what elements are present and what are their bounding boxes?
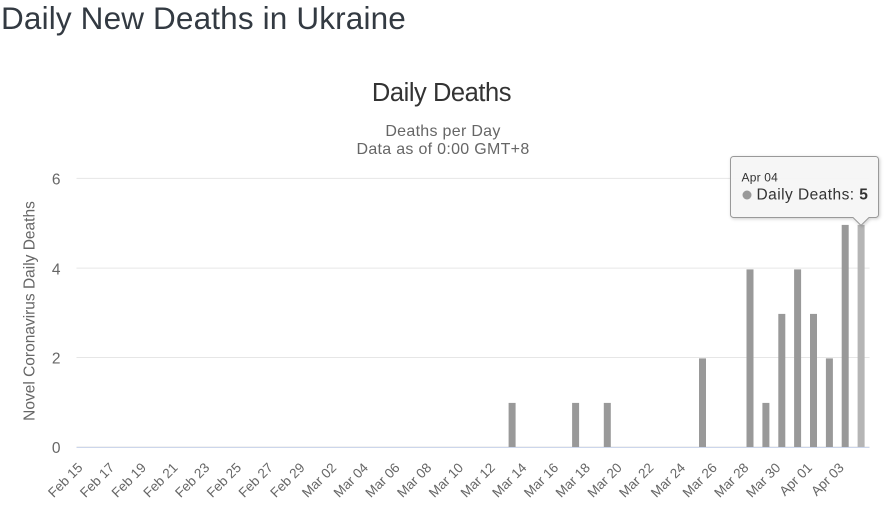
svg-text:Daily Deaths: 5: Daily Deaths: 5 (757, 186, 869, 203)
svg-text:Data as of 0:00 GMT+8: Data as of 0:00 GMT+8 (356, 141, 529, 158)
svg-text:4: 4 (52, 261, 61, 278)
svg-text:Novel Coronavirus Daily Deaths: Novel Coronavirus Daily Deaths (22, 201, 39, 421)
svg-text:2: 2 (52, 351, 61, 368)
svg-text:Apr 04: Apr 04 (742, 170, 779, 184)
svg-text:0: 0 (52, 440, 61, 457)
svg-text:Deaths per Day: Deaths per Day (385, 123, 500, 140)
svg-text:Daily Deaths: Daily Deaths (372, 79, 511, 107)
svg-text:Daily New Deaths in Ukraine: Daily New Deaths in Ukraine (1, 0, 406, 36)
svg-text:6: 6 (52, 172, 61, 189)
